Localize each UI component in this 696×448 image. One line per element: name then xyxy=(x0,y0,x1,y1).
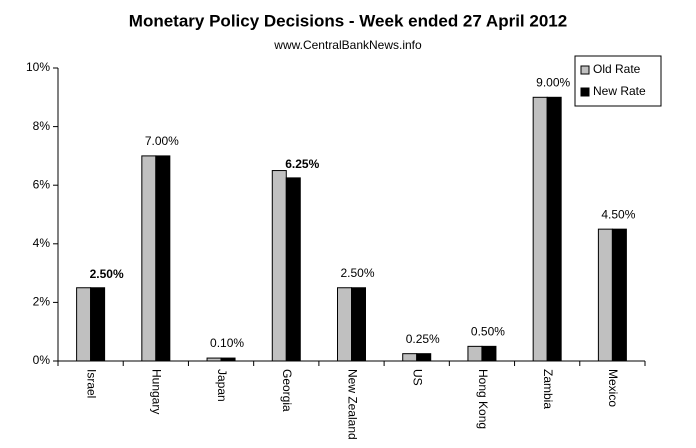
legend-box xyxy=(574,55,662,107)
bar xyxy=(402,353,418,362)
bar xyxy=(351,287,366,362)
data-label: 0.50% xyxy=(471,325,505,339)
data-label: 2.50% xyxy=(90,267,124,281)
y-tick-label: 2% xyxy=(33,295,51,309)
data-label: 6.25% xyxy=(285,157,319,171)
legend-swatch xyxy=(580,65,590,75)
bar xyxy=(416,353,432,362)
data-label: 9.00% xyxy=(536,75,570,89)
bar xyxy=(467,345,483,362)
x-tick-label: Hungary xyxy=(150,369,164,414)
x-tick-label: Hong Kong xyxy=(476,369,490,429)
bar xyxy=(611,228,627,362)
bar xyxy=(546,96,562,362)
bar xyxy=(220,357,236,362)
bar xyxy=(141,155,157,362)
x-tick-label: Georgia xyxy=(280,369,294,412)
x-tick-label: US xyxy=(411,369,425,386)
legend-label: Old Rate xyxy=(593,62,641,76)
x-tick-label: Israel xyxy=(84,369,98,398)
x-tick-label: Mexico xyxy=(606,369,620,407)
bar xyxy=(90,287,106,362)
bar xyxy=(481,345,497,362)
chart-title: Monetary Policy Decisions - Week ended 2… xyxy=(129,11,567,30)
data-label: 2.50% xyxy=(340,266,374,280)
bar xyxy=(285,177,301,362)
x-tick-label: Zambia xyxy=(541,369,555,409)
data-label: 7.00% xyxy=(145,134,179,148)
bar xyxy=(337,287,352,362)
legend-swatch xyxy=(580,87,590,97)
bar xyxy=(597,228,613,362)
bar xyxy=(206,357,222,362)
data-label: 0.10% xyxy=(210,336,244,350)
bar xyxy=(271,170,287,362)
bar xyxy=(155,155,171,362)
legend-label: New Rate xyxy=(593,84,646,98)
data-label: 0.25% xyxy=(406,332,440,346)
y-tick-label: 6% xyxy=(33,177,51,191)
y-tick-label: 4% xyxy=(33,236,51,250)
y-tick-label: 0% xyxy=(33,353,51,367)
x-tick-label: New Zealand xyxy=(345,369,359,440)
bar xyxy=(76,287,92,362)
bar xyxy=(532,96,548,362)
y-tick-label: 10% xyxy=(26,60,50,74)
x-tick-label: Japan xyxy=(215,369,229,402)
data-label: 4.50% xyxy=(601,207,635,221)
y-tick-label: 8% xyxy=(33,119,51,133)
chart-subtitle: www.CentralBankNews.info xyxy=(273,38,422,52)
